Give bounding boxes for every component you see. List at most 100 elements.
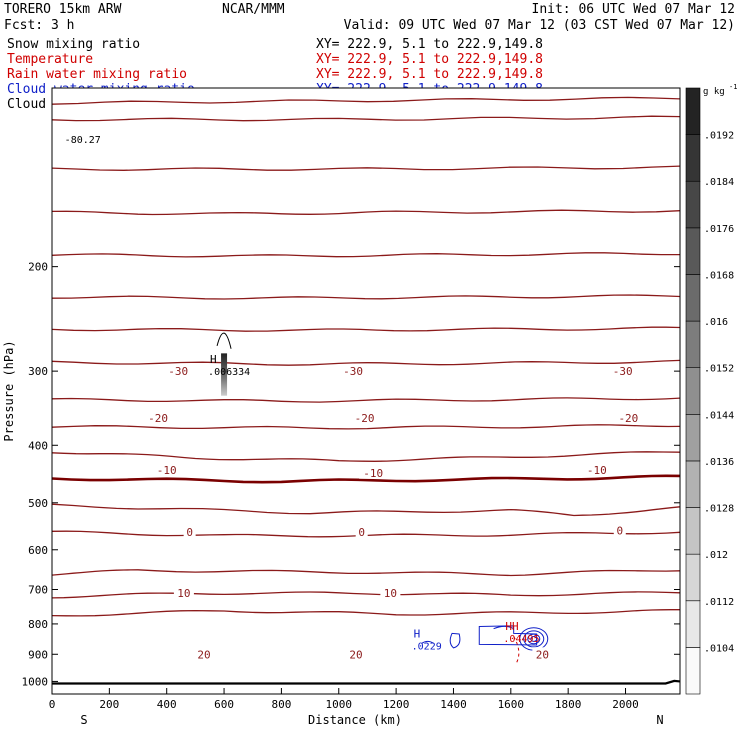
snow-shading [221, 353, 228, 396]
extremum-value: -80.27 [65, 135, 101, 146]
field-xy-range: XY= 222.9, 5.1 to 222.9,149.8 [316, 52, 543, 67]
extremum-value: .04495 [503, 634, 539, 645]
contour-label: 0 [358, 526, 365, 539]
plot-background [52, 88, 680, 694]
extremum-mark: H [210, 353, 217, 366]
cloud-ice-contour [216, 332, 232, 349]
colorbar-unit-exponent: -1 [729, 83, 737, 91]
contour-label: 20 [536, 648, 549, 661]
colorbar-swatch [685, 274, 701, 322]
contour-label: -10 [157, 464, 177, 477]
contour-label: -20 [355, 412, 375, 425]
colorbar: .0104 .0112 .012 .0128 .0136 .0144 .0152 .016 .0… [685, 83, 737, 695]
isotherm-line [51, 451, 681, 462]
rain-contour [513, 636, 520, 663]
contour-label: -20 [618, 412, 638, 425]
isotherm-line [51, 397, 681, 403]
contour-label-bg [380, 586, 401, 600]
isotherm-line [51, 165, 681, 171]
contour-label-bg [355, 524, 368, 538]
x-tick-label: 1800 [555, 698, 582, 711]
contour-label-bg [614, 411, 643, 425]
isotherm-line [51, 474, 681, 484]
colorbar-tick-label: .0152 [704, 364, 734, 375]
contour-label-bg [144, 411, 173, 425]
contour-label: 10 [177, 587, 190, 600]
y-tick-label: 200 [28, 261, 48, 274]
y-tick-label: 500 [28, 497, 48, 510]
contour-labels: -30 -30 -30 -20 -20 -20 -10 -10 -10 0 0 0 10 10 20 20 20… [65, 135, 643, 661]
hydrometeor-features [216, 332, 549, 663]
y-tick-label: 300 [28, 365, 48, 378]
colorbar-tick-label: .0184 [704, 177, 734, 188]
x-tick-label: 400 [157, 698, 177, 711]
contour-label-bg [532, 647, 553, 661]
north-label: N [656, 713, 663, 727]
y-tick-label: 400 [28, 439, 48, 452]
init-time: Init: 06 UTC Wed 07 Mar 12 [532, 2, 736, 17]
colorbar-tick-label: .0176 [704, 224, 734, 235]
contour-label: 10 [384, 587, 397, 600]
colorbar-swatch [685, 414, 701, 462]
x-tick-label: 1000 [326, 698, 353, 711]
colorbar-swatch [685, 600, 701, 648]
colorbar-tick-label: .0104 [704, 643, 734, 654]
isotherm-line [51, 96, 681, 105]
org-label: NCAR/MMM [222, 2, 285, 17]
y-tick-label: 900 [28, 648, 48, 661]
colorbar-tick-label: .016 [704, 317, 728, 328]
colorbar-swatch [685, 180, 701, 229]
contour-label: -30 [168, 365, 188, 378]
contour-label: -30 [613, 365, 633, 378]
contour-label: 0 [616, 525, 623, 538]
isotherm-line [51, 591, 681, 599]
colorbar-tick-label: .0192 [704, 131, 734, 142]
field-xy-range: XY= 222.9, 5.1 to 222.9,149.8 [316, 37, 543, 52]
colorbar-swatch [685, 460, 701, 508]
isotherm-line [51, 294, 681, 300]
x-tick-label: 600 [214, 698, 234, 711]
contour-label: 0 [186, 526, 193, 539]
contour-label-bg [359, 465, 388, 479]
plot-area: -30 -30 -30 -20 -20 -20 -10 -10 -10 0 0 0 10 10 20 20 20… [22, 87, 681, 711]
cloud-water-core-contour [523, 630, 545, 648]
contour-label-bg [350, 411, 379, 425]
y-tick-label: 800 [28, 618, 48, 631]
contour-label-bg [152, 462, 181, 476]
colorbar-swatch [685, 134, 701, 182]
cloud-water-core-contour [527, 633, 541, 645]
contour-label-bg [193, 647, 214, 661]
model-title: TORERO 15km ARW [4, 2, 122, 17]
isotherm-line [51, 424, 681, 430]
contour-label-bg [183, 524, 196, 538]
x-tick-label: 1400 [440, 698, 467, 711]
y-tick-label: 1000 [22, 675, 49, 688]
valid-time: Valid: 09 UTC Wed 07 Mar 12 (03 CST Wed … [344, 18, 735, 33]
contour-label: -10 [587, 464, 607, 477]
colorbar-swatch [685, 553, 701, 602]
cloud-water-contour [421, 640, 434, 644]
colorbar-tick-label: .012 [704, 550, 728, 561]
contour-label: 20 [197, 648, 210, 661]
cloud-water-contour [449, 632, 461, 649]
extremum-mark: HH [505, 620, 518, 633]
contour-label: -10 [363, 467, 383, 480]
field-name: Temperature [7, 52, 93, 67]
colorbar-tick-label: .0168 [704, 270, 734, 281]
contour-label-bg [608, 364, 637, 378]
colorbar-unit: g kg [703, 87, 725, 97]
isotherm-line [51, 609, 680, 617]
isotherm-line [51, 326, 681, 332]
x-tick-label: 200 [99, 698, 119, 711]
colorbar-tick-label: .0112 [704, 597, 734, 608]
y-tick-label: 600 [28, 544, 48, 557]
colorbar-swatch [685, 367, 701, 415]
colorbar-tick-label: .0144 [704, 410, 734, 421]
isotherm-line [51, 252, 680, 258]
x-tick-label: 0 [49, 698, 56, 711]
contour-label-bg [173, 586, 194, 600]
colorbar-swatch [685, 320, 701, 368]
contour-label: 20 [349, 648, 362, 661]
